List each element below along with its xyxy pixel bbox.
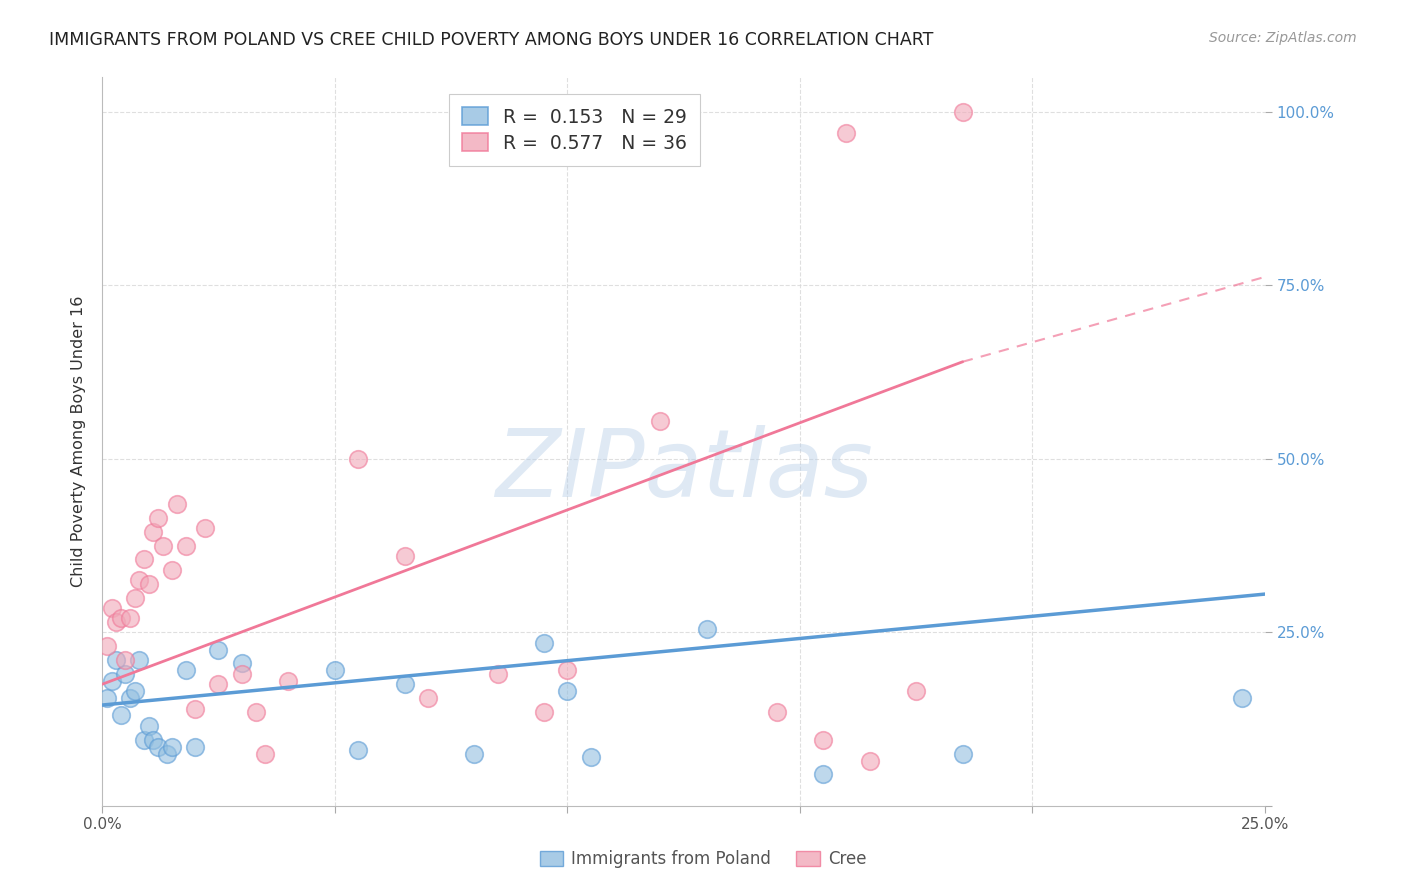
- Point: [105, 653, 128, 667]
- Point: [347, 451, 370, 466]
- Point: [696, 622, 718, 636]
- Point: [184, 739, 207, 754]
- Point: [128, 653, 150, 667]
- Point: [120, 611, 142, 625]
- Point: [394, 549, 416, 563]
- Point: [160, 739, 183, 754]
- Point: [114, 666, 136, 681]
- Point: [166, 497, 188, 511]
- Point: [174, 539, 197, 553]
- Point: [174, 664, 197, 678]
- Point: [124, 591, 146, 605]
- Legend: R =  0.153   N = 29, R =  0.577   N = 36: R = 0.153 N = 29, R = 0.577 N = 36: [449, 94, 700, 166]
- Point: [132, 552, 155, 566]
- Point: [347, 743, 370, 757]
- Point: [555, 684, 578, 698]
- Point: [811, 732, 834, 747]
- Point: [245, 705, 267, 719]
- Point: [463, 747, 485, 761]
- Point: [952, 105, 974, 120]
- Point: [486, 666, 509, 681]
- Point: [811, 767, 834, 781]
- Point: [96, 639, 118, 653]
- Point: [952, 747, 974, 761]
- Text: Source: ZipAtlas.com: Source: ZipAtlas.com: [1209, 31, 1357, 45]
- Point: [207, 642, 229, 657]
- Point: [1230, 691, 1253, 706]
- Point: [193, 521, 215, 535]
- Point: [555, 664, 578, 678]
- Point: [110, 611, 132, 625]
- Point: [96, 691, 118, 706]
- Point: [128, 573, 150, 587]
- Point: [533, 705, 555, 719]
- Point: [416, 691, 439, 706]
- Point: [152, 539, 174, 553]
- Point: [146, 739, 169, 754]
- Point: [110, 708, 132, 723]
- Point: [650, 414, 672, 428]
- Point: [323, 664, 346, 678]
- Point: [124, 684, 146, 698]
- Point: [579, 750, 602, 764]
- Point: [100, 601, 122, 615]
- Point: [105, 615, 128, 629]
- Point: [142, 732, 165, 747]
- Point: [138, 576, 160, 591]
- Point: [905, 684, 928, 698]
- Point: [231, 666, 253, 681]
- Point: [100, 673, 122, 688]
- Point: [231, 657, 253, 671]
- Point: [253, 747, 276, 761]
- Point: [120, 691, 142, 706]
- Point: [765, 705, 787, 719]
- Text: ZIPatlas: ZIPatlas: [495, 425, 873, 516]
- Point: [835, 126, 858, 140]
- Point: [394, 677, 416, 691]
- Point: [156, 747, 179, 761]
- Point: [207, 677, 229, 691]
- Point: [533, 635, 555, 649]
- Point: [277, 673, 299, 688]
- Y-axis label: Child Poverty Among Boys Under 16: Child Poverty Among Boys Under 16: [72, 296, 86, 587]
- Point: [146, 510, 169, 524]
- Point: [142, 524, 165, 539]
- Point: [184, 701, 207, 715]
- Point: [114, 653, 136, 667]
- Point: [138, 719, 160, 733]
- Point: [160, 563, 183, 577]
- Point: [132, 732, 155, 747]
- Text: IMMIGRANTS FROM POLAND VS CREE CHILD POVERTY AMONG BOYS UNDER 16 CORRELATION CHA: IMMIGRANTS FROM POLAND VS CREE CHILD POV…: [49, 31, 934, 49]
- Legend: Immigrants from Poland, Cree: Immigrants from Poland, Cree: [533, 844, 873, 875]
- Point: [859, 754, 882, 768]
